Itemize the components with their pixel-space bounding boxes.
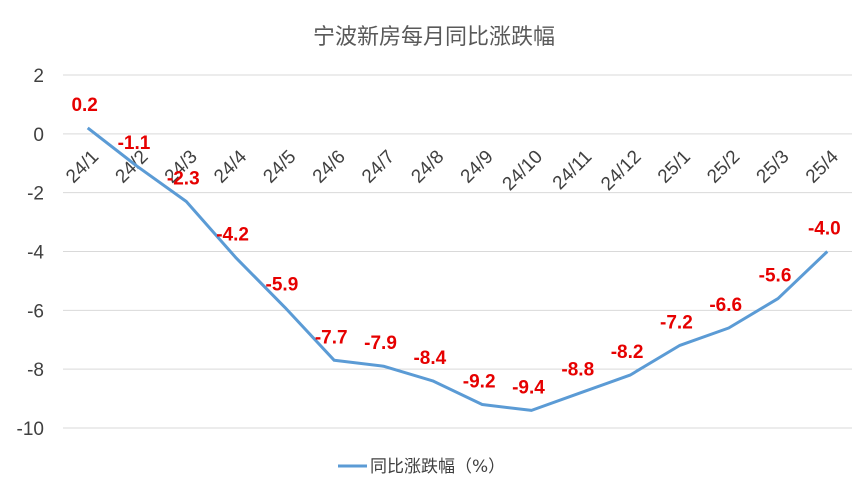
y-tick-label: -10 — [17, 419, 44, 440]
y-axis-ticks: 2 0 -2 -4 -6 -8 -10 — [17, 66, 45, 440]
y-tick-label: -8 — [27, 360, 44, 381]
y-tick-label: -4 — [27, 243, 44, 264]
data-label: -9.4 — [512, 377, 545, 398]
data-label: -7.2 — [660, 313, 693, 334]
legend-entry: 同比涨跌幅（%） — [370, 457, 505, 477]
data-label: -9.2 — [463, 371, 496, 392]
data-label: -7.9 — [364, 333, 397, 354]
y-tick-label: -2 — [27, 184, 44, 205]
x-tick-label: 24/1 — [62, 147, 103, 188]
data-label: -8.4 — [413, 348, 446, 369]
y-tick-label: -6 — [27, 301, 44, 322]
x-tick-label: 24/5 — [259, 147, 300, 188]
y-tick-label: 2 — [33, 66, 44, 87]
data-label: -1.1 — [118, 133, 151, 154]
data-labels: 0.2-1.1-2.3-4.2-5.9-7.7 -7.9-8.4-9.2 -9.4-… — [71, 95, 840, 398]
x-tick-label: 24/10 — [499, 147, 547, 195]
x-tick-label: 24/6 — [309, 147, 350, 188]
data-label: 0.2 — [71, 95, 97, 116]
x-tick-label: 24/8 — [407, 147, 448, 188]
chart-title: 宁波新房每月同比涨跌幅 — [313, 25, 555, 50]
data-label: -5.6 — [759, 266, 792, 287]
x-tick-label: 24/7 — [358, 147, 399, 188]
x-tick-label: 24/12 — [597, 147, 645, 195]
x-tick-label: 24/11 — [549, 147, 596, 194]
x-tick-label: 25/4 — [802, 146, 843, 187]
data-label: -8.2 — [611, 342, 644, 363]
x-tick-label: 25/3 — [753, 147, 794, 188]
data-label: -2.3 — [167, 168, 200, 189]
x-tick-label: 25/1 — [654, 147, 695, 188]
legend: 同比涨跌幅（%） — [338, 457, 505, 477]
data-label: -8.8 — [561, 360, 594, 381]
data-label: -4.2 — [216, 224, 249, 245]
gridlines — [63, 75, 852, 428]
data-label: -6.6 — [709, 295, 742, 316]
data-label: -7.7 — [315, 327, 348, 348]
x-tick-label: 25/2 — [703, 147, 744, 188]
data-label: -4.0 — [808, 219, 841, 240]
x-tick-label: 24/4 — [210, 146, 251, 187]
data-label: -5.9 — [266, 274, 299, 295]
x-tick-label: 24/9 — [457, 147, 498, 188]
y-tick-label: 0 — [33, 125, 44, 146]
